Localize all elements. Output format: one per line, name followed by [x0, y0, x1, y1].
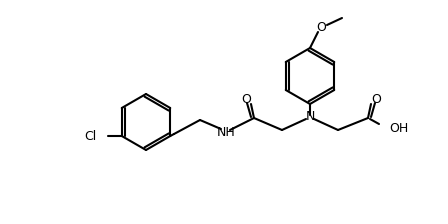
- Text: NH: NH: [217, 125, 235, 138]
- Text: O: O: [371, 93, 381, 106]
- Text: Cl: Cl: [85, 129, 97, 142]
- Text: O: O: [241, 93, 251, 106]
- Text: N: N: [306, 110, 314, 123]
- Text: OH: OH: [389, 121, 408, 134]
- Text: O: O: [316, 21, 326, 34]
